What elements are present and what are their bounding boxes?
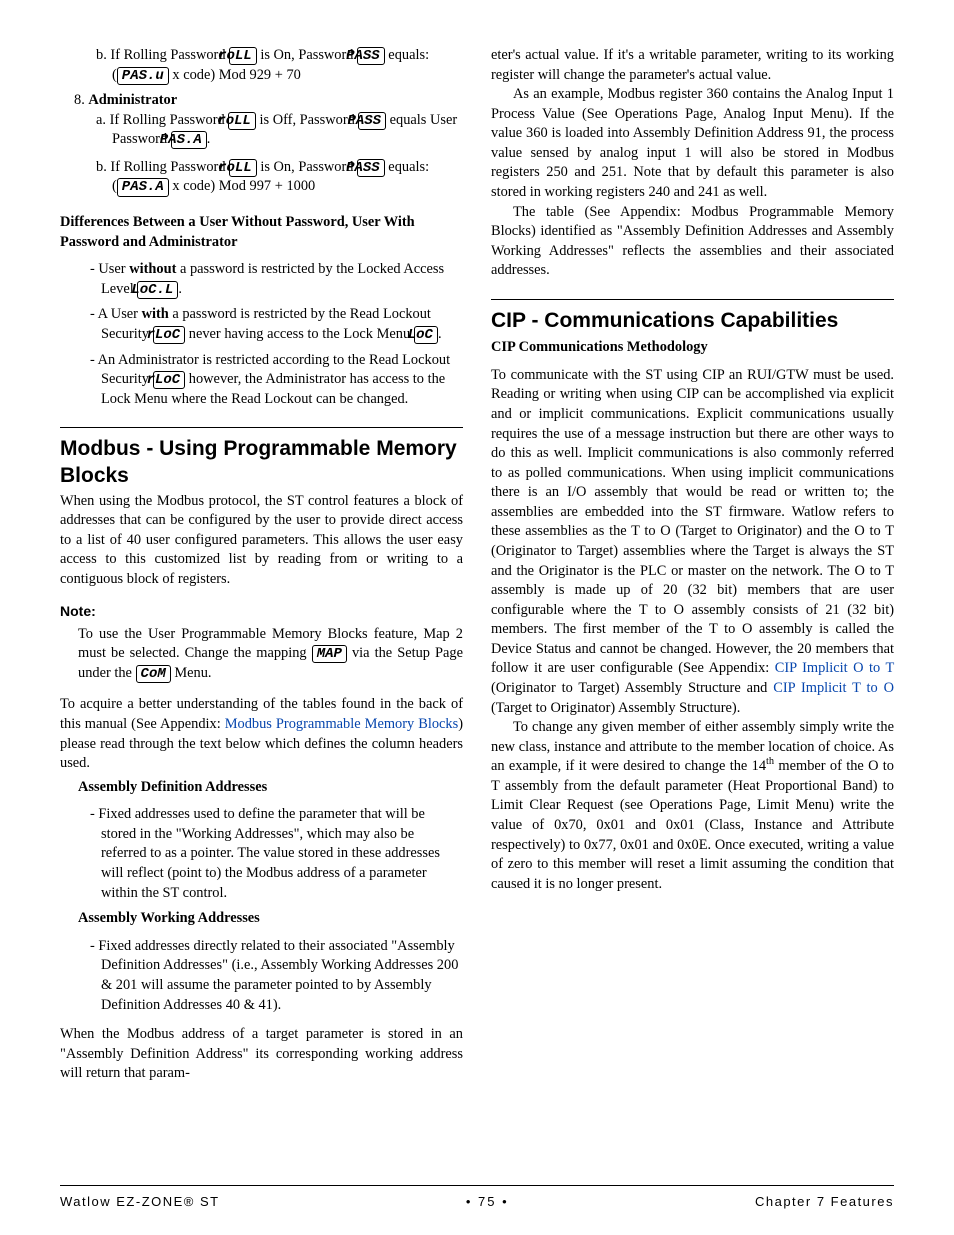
text: equals: — [385, 47, 429, 63]
bullet-item: - User without a password is restricted … — [90, 260, 463, 299]
text: is On, Password — [257, 159, 357, 175]
text: If Rolling Password — [110, 47, 229, 63]
link-modbus-appendix[interactable]: Modbus Programmable Memory Blocks — [225, 716, 458, 732]
section-rule — [491, 299, 894, 300]
param-glyph-pass: PASS — [358, 112, 386, 130]
text: equals: — [385, 159, 429, 175]
param-glyph-passu: PAS.u — [117, 67, 169, 85]
paragraph: eter's actual value. If it's a writable … — [491, 46, 894, 85]
param-glyph-map: MAP — [312, 645, 347, 663]
text: is On, Password — [257, 47, 357, 63]
param-glyph-roll: roLL — [229, 159, 257, 177]
param-glyph-rloc: rLoC — [153, 326, 186, 344]
param-glyph-com: CoM — [136, 665, 171, 683]
paragraph: When using the Modbus protocol, the ST c… — [60, 492, 463, 590]
text: is Off, Password — [256, 112, 358, 128]
footer-left: Watlow EZ-ZONE® ST — [60, 1194, 220, 1209]
param-glyph-rloc: rLoC — [153, 371, 186, 389]
subheading-awa: Assembly Working Addresses — [78, 909, 463, 929]
list-marker: a. — [96, 112, 106, 128]
paragraph: When the Modbus address of a target para… — [60, 1025, 463, 1084]
paragraph: To acquire a better understanding of the… — [60, 695, 463, 773]
text: If Rolling Password — [110, 112, 229, 128]
list-label: Administrator — [88, 92, 177, 108]
param-glyph-locl: LoC.L — [137, 281, 178, 299]
list-marker: b. — [96, 47, 107, 63]
note-body: To use the User Programmable Memory Bloc… — [60, 625, 463, 684]
param-glyph-pasa: PAS.A — [117, 178, 169, 196]
paragraph: The table (See Appendix: Modbus Programm… — [491, 203, 894, 281]
param-glyph-loc: LoC — [414, 326, 438, 344]
paragraph: To communicate with the ST using CIP an … — [491, 366, 894, 718]
bullet-item: - An Administrator is restricted accordi… — [90, 351, 463, 410]
heading-modbus: Modbus - Using Programmable Memory Block… — [60, 436, 463, 489]
link-cip-t-to-o[interactable]: CIP Implicit T to O — [773, 680, 894, 696]
link-cip-o-to-t[interactable]: CIP Implicit O to T — [775, 660, 894, 676]
text: If Rolling Password — [110, 159, 229, 175]
note-label: Note: — [60, 602, 463, 621]
footer-right: Chapter 7 Features — [755, 1194, 894, 1209]
paragraph: As an example, Modbus register 360 conta… — [491, 85, 894, 202]
list-number: 8. — [74, 92, 85, 108]
section-rule — [60, 427, 463, 428]
page-footer: Watlow EZ-ZONE® ST • 75 • Chapter 7 Feat… — [60, 1185, 894, 1209]
param-glyph-pasa: PAS.A — [171, 131, 207, 149]
paragraph: To change any given member of either ass… — [491, 718, 894, 894]
subheading-differences: Differences Between a User Without Passw… — [60, 213, 463, 252]
list-marker: b. — [96, 159, 107, 175]
text: x code) Mod 929 + 70 — [169, 67, 301, 83]
bullet-item: - Fixed addresses directly related to th… — [90, 937, 463, 1015]
param-glyph-roll: roLL — [229, 47, 257, 65]
heading-cip: CIP - Communications Capabilities — [491, 308, 894, 334]
bullet-item: - A User with a password is restricted b… — [90, 305, 463, 344]
param-glyph-pass: PASS — [357, 47, 385, 65]
subheading-ada: Assembly Definition Addresses — [78, 778, 463, 798]
subheading-cip-methodology: CIP Communications Methodology — [491, 338, 894, 358]
text: . — [207, 131, 211, 147]
param-glyph-roll: roLL — [228, 112, 256, 130]
footer-page-number: • 75 • — [466, 1194, 509, 1209]
bullet-item: - Fixed addresses used to define the par… — [90, 805, 463, 903]
param-glyph-pass: PASS — [357, 159, 385, 177]
text: x code) Mod 997 + 1000 — [169, 178, 315, 194]
